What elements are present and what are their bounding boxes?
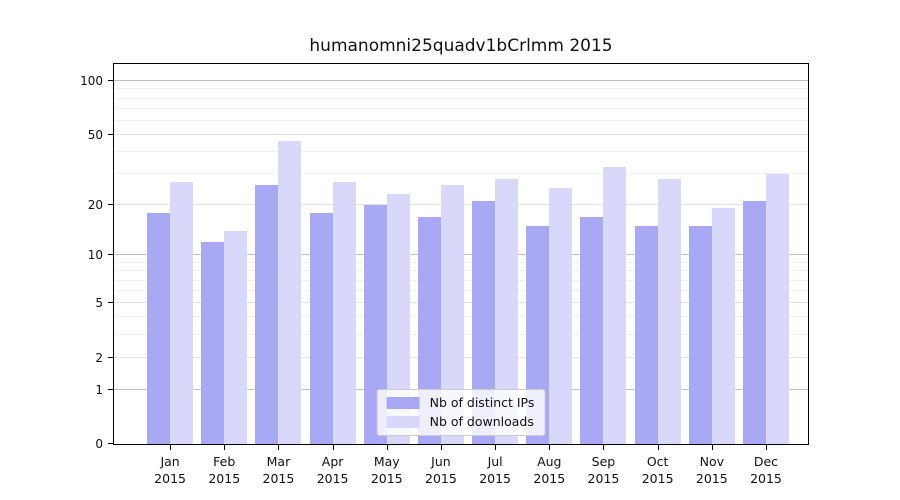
bar-nb-of-distinct-ips [309, 212, 333, 444]
y-tick-label: 2 [95, 350, 103, 365]
x-tick [332, 445, 334, 450]
bar-nb-of-downloads [765, 174, 789, 444]
month-group: Jun 2015 [414, 64, 468, 486]
y-tick-label: 1 [95, 382, 103, 397]
y-tick-label: 5 [95, 296, 103, 311]
bar-nb-of-distinct-ips [201, 242, 225, 444]
y-axis: 100 50 20 10 5 2 1 0 [0, 63, 113, 450]
legend-label: Nb of downloads [429, 414, 534, 429]
bar-nb-of-downloads [603, 166, 627, 444]
plot-area: Jan 2015 Feb 2015 Mar 2015 Apr 2015 May 2015… [113, 63, 809, 486]
x-tick [440, 445, 442, 450]
x-tick-label: Oct 2015 [641, 454, 674, 486]
bar-nb-of-downloads [224, 231, 248, 444]
x-tick-label: Aug 2015 [533, 454, 566, 486]
month-group: Nov 2015 [685, 64, 739, 486]
bar-nb-of-downloads [278, 141, 302, 444]
bar-nb-of-downloads [440, 184, 464, 444]
legend-swatch [386, 416, 420, 428]
bar-nb-of-downloads [657, 179, 681, 444]
x-tick-label: Jul 2015 [479, 454, 512, 486]
x-tick-label: May 2015 [370, 454, 403, 486]
y-tick [108, 203, 113, 205]
y-tick [108, 388, 113, 390]
y-tick [108, 80, 113, 82]
y-tick-label: 0 [95, 437, 103, 451]
x-tick-label: Sep 2015 [587, 454, 620, 486]
bar-nb-of-downloads [711, 208, 735, 444]
month-group: May 2015 [360, 64, 414, 486]
x-tick [224, 445, 226, 450]
x-tick-label: Jun 2015 [425, 454, 457, 486]
gridline [114, 88, 808, 90]
bar-nb-of-distinct-ips [417, 216, 441, 444]
legend: Nb of distinct IPs Nb of downloads [376, 389, 546, 436]
legend-swatch [386, 397, 420, 409]
y-tick [108, 443, 113, 444]
month-group: Aug 2015 [522, 64, 576, 486]
legend-row: Nb of downloads [386, 414, 535, 429]
gridline [114, 151, 808, 152]
bar-nb-of-distinct-ips [363, 204, 387, 444]
x-tick-label: Feb 2015 [208, 454, 241, 486]
bar-nb-of-distinct-ips [147, 212, 171, 444]
bar-nb-of-distinct-ips [580, 216, 604, 444]
y-tick-label: 50 [87, 127, 103, 142]
x-tick-label: Apr 2015 [316, 454, 349, 486]
bar-nb-of-downloads [332, 182, 356, 444]
bar-nb-of-downloads [549, 187, 573, 444]
gridline [114, 119, 808, 121]
x-tick-label: Jan 2015 [154, 454, 186, 486]
bar-nb-of-distinct-ips [472, 200, 496, 444]
y-tick-label: 20 [87, 197, 103, 212]
gridline [114, 80, 808, 82]
legend-row: Nb of distinct IPs [386, 395, 535, 410]
gridline [114, 173, 808, 174]
x-tick [495, 445, 497, 450]
bar-nb-of-downloads [495, 179, 519, 444]
legend-label: Nb of distinct IPs [429, 395, 535, 410]
x-tick [549, 445, 551, 450]
y-tick [108, 356, 113, 358]
bar-nb-of-distinct-ips [634, 226, 658, 444]
bars-container: Jan 2015 Feb 2015 Mar 2015 Apr 2015 May 2015… [143, 64, 793, 486]
month-group: Jan 2015 [143, 64, 197, 486]
gridline [114, 133, 808, 135]
gridline [114, 107, 808, 109]
gridline [114, 97, 808, 99]
x-tick [765, 445, 767, 450]
x-tick [603, 445, 605, 450]
x-tick-label: Dec 2015 [750, 454, 782, 486]
bar-nb-of-distinct-ips [255, 184, 279, 444]
x-tick-label: Mar 2015 [262, 454, 295, 486]
bar-nb-of-downloads [386, 194, 410, 444]
month-group: Feb 2015 [197, 64, 251, 486]
y-tick-label: 10 [87, 248, 103, 263]
bar-nb-of-distinct-ips [742, 200, 766, 444]
month-group: Jul 2015 [468, 64, 522, 486]
x-tick [170, 445, 172, 450]
chart-title: humanomni25quadv1bCrlmm 2015 [309, 36, 613, 56]
y-tick-label: 100 [80, 74, 103, 89]
x-tick-label: Nov 2015 [695, 454, 728, 486]
bar-nb-of-downloads [170, 182, 194, 444]
bar-nb-of-distinct-ips [688, 226, 712, 444]
month-group: Dec 2015 [739, 64, 793, 486]
x-tick [657, 445, 659, 450]
month-group: Oct 2015 [631, 64, 685, 486]
month-group: Apr 2015 [306, 64, 360, 486]
x-tick [711, 445, 713, 450]
y-tick [108, 254, 113, 256]
y-tick [108, 302, 113, 304]
month-group: Mar 2015 [251, 64, 305, 486]
month-group: Sep 2015 [576, 64, 630, 486]
y-tick [108, 133, 113, 135]
x-tick [278, 445, 280, 450]
x-tick [386, 445, 388, 450]
